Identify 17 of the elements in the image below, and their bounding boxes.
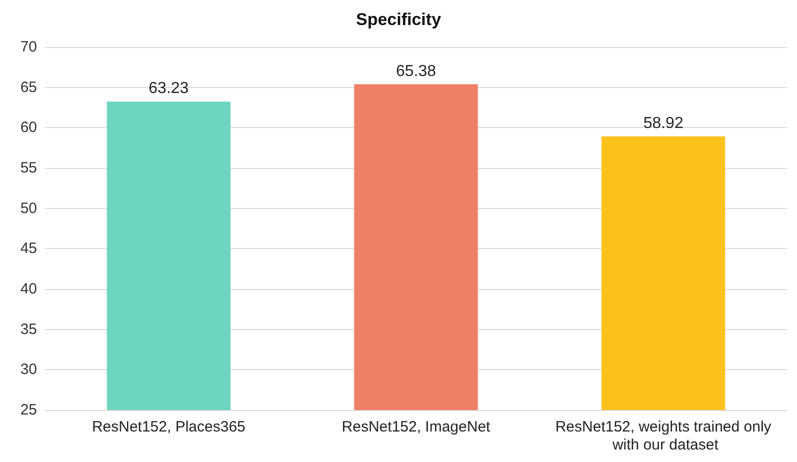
x-tick-label: ResNet152, ImageNet <box>342 418 492 436</box>
x-tick-label: ResNet152, weights trained only with our dataset <box>555 418 772 454</box>
data-label: 63.23 <box>148 80 189 98</box>
y-tick-label: 55 <box>20 160 37 176</box>
data-label: 58.92 <box>643 114 684 132</box>
y-tick-label: 65 <box>20 78 37 96</box>
y-tick-label: 35 <box>20 320 37 338</box>
y-tick-label: 50 <box>20 200 37 217</box>
y-tick-label: 25 <box>20 402 37 418</box>
data-label: 65.38 <box>396 62 436 80</box>
y-tick-label: 60 <box>20 119 37 136</box>
chart-title: Specificity <box>356 10 442 29</box>
y-tick-label: 30 <box>20 361 37 378</box>
y-tick-label: 40 <box>20 280 37 298</box>
x-tick-label: ResNet152, Places365 <box>92 418 246 436</box>
y-tick-label: 70 <box>20 38 37 56</box>
y-tick-label: 45 <box>20 240 37 258</box>
